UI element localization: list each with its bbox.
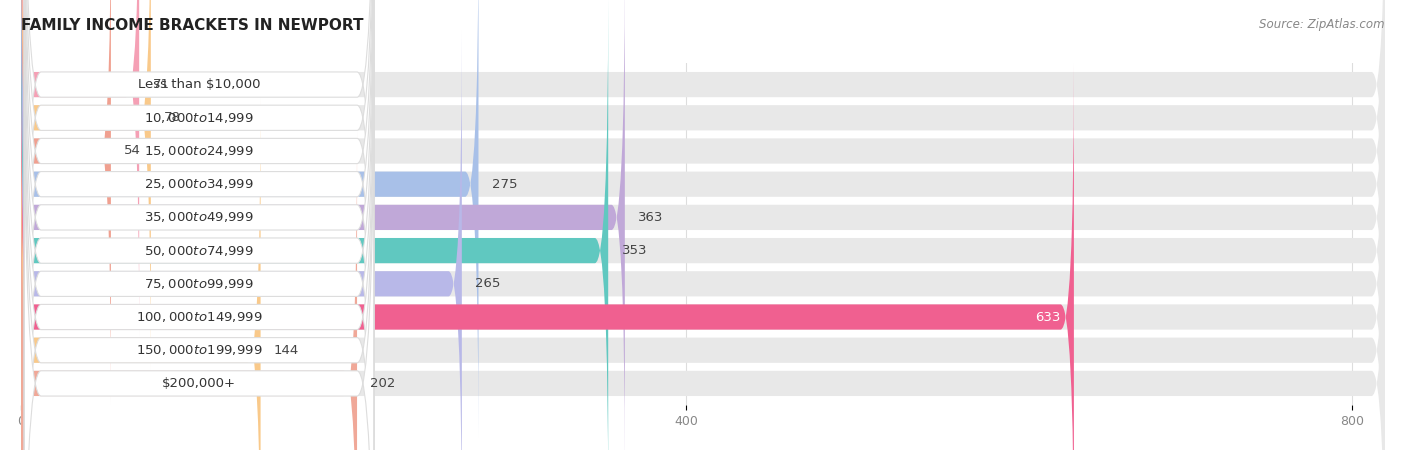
Text: Less than $10,000: Less than $10,000 bbox=[138, 78, 260, 91]
FancyBboxPatch shape bbox=[21, 64, 1385, 450]
Text: $10,000 to $14,999: $10,000 to $14,999 bbox=[145, 111, 254, 125]
FancyBboxPatch shape bbox=[24, 0, 374, 437]
FancyBboxPatch shape bbox=[24, 0, 374, 450]
Text: $100,000 to $149,999: $100,000 to $149,999 bbox=[136, 310, 263, 324]
Text: 78: 78 bbox=[165, 111, 181, 124]
FancyBboxPatch shape bbox=[21, 0, 1385, 371]
Text: 633: 633 bbox=[1035, 310, 1060, 324]
Text: 265: 265 bbox=[475, 277, 501, 290]
FancyBboxPatch shape bbox=[24, 0, 374, 450]
FancyBboxPatch shape bbox=[21, 0, 111, 404]
FancyBboxPatch shape bbox=[21, 0, 1385, 437]
FancyBboxPatch shape bbox=[21, 0, 150, 371]
FancyBboxPatch shape bbox=[24, 0, 374, 404]
Text: FAMILY INCOME BRACKETS IN NEWPORT: FAMILY INCOME BRACKETS IN NEWPORT bbox=[21, 18, 364, 33]
FancyBboxPatch shape bbox=[21, 0, 609, 450]
Text: 54: 54 bbox=[124, 144, 141, 158]
FancyBboxPatch shape bbox=[21, 0, 139, 338]
FancyBboxPatch shape bbox=[24, 31, 374, 450]
Text: $150,000 to $199,999: $150,000 to $199,999 bbox=[136, 343, 263, 357]
Text: $15,000 to $24,999: $15,000 to $24,999 bbox=[145, 144, 254, 158]
Text: 353: 353 bbox=[621, 244, 647, 257]
Text: 202: 202 bbox=[370, 377, 395, 390]
FancyBboxPatch shape bbox=[21, 0, 624, 450]
FancyBboxPatch shape bbox=[21, 130, 357, 450]
FancyBboxPatch shape bbox=[24, 0, 374, 450]
FancyBboxPatch shape bbox=[21, 31, 461, 450]
Text: $25,000 to $34,999: $25,000 to $34,999 bbox=[145, 177, 254, 191]
FancyBboxPatch shape bbox=[24, 0, 374, 450]
FancyBboxPatch shape bbox=[24, 0, 374, 450]
FancyBboxPatch shape bbox=[21, 31, 1385, 450]
Text: $75,000 to $99,999: $75,000 to $99,999 bbox=[145, 277, 254, 291]
FancyBboxPatch shape bbox=[21, 130, 1385, 450]
Text: 275: 275 bbox=[492, 178, 517, 191]
Text: 71: 71 bbox=[152, 78, 170, 91]
FancyBboxPatch shape bbox=[21, 0, 478, 437]
FancyBboxPatch shape bbox=[21, 0, 1385, 404]
Text: 363: 363 bbox=[638, 211, 664, 224]
FancyBboxPatch shape bbox=[21, 0, 1385, 450]
FancyBboxPatch shape bbox=[21, 97, 260, 450]
FancyBboxPatch shape bbox=[21, 97, 1385, 450]
Text: Source: ZipAtlas.com: Source: ZipAtlas.com bbox=[1260, 18, 1385, 31]
FancyBboxPatch shape bbox=[24, 0, 374, 450]
FancyBboxPatch shape bbox=[21, 64, 1074, 450]
FancyBboxPatch shape bbox=[21, 0, 1385, 338]
Text: $35,000 to $49,999: $35,000 to $49,999 bbox=[145, 211, 254, 225]
Text: $50,000 to $74,999: $50,000 to $74,999 bbox=[145, 243, 254, 257]
FancyBboxPatch shape bbox=[24, 64, 374, 450]
Text: $200,000+: $200,000+ bbox=[162, 377, 236, 390]
Text: 144: 144 bbox=[274, 344, 299, 357]
FancyBboxPatch shape bbox=[21, 0, 1385, 450]
